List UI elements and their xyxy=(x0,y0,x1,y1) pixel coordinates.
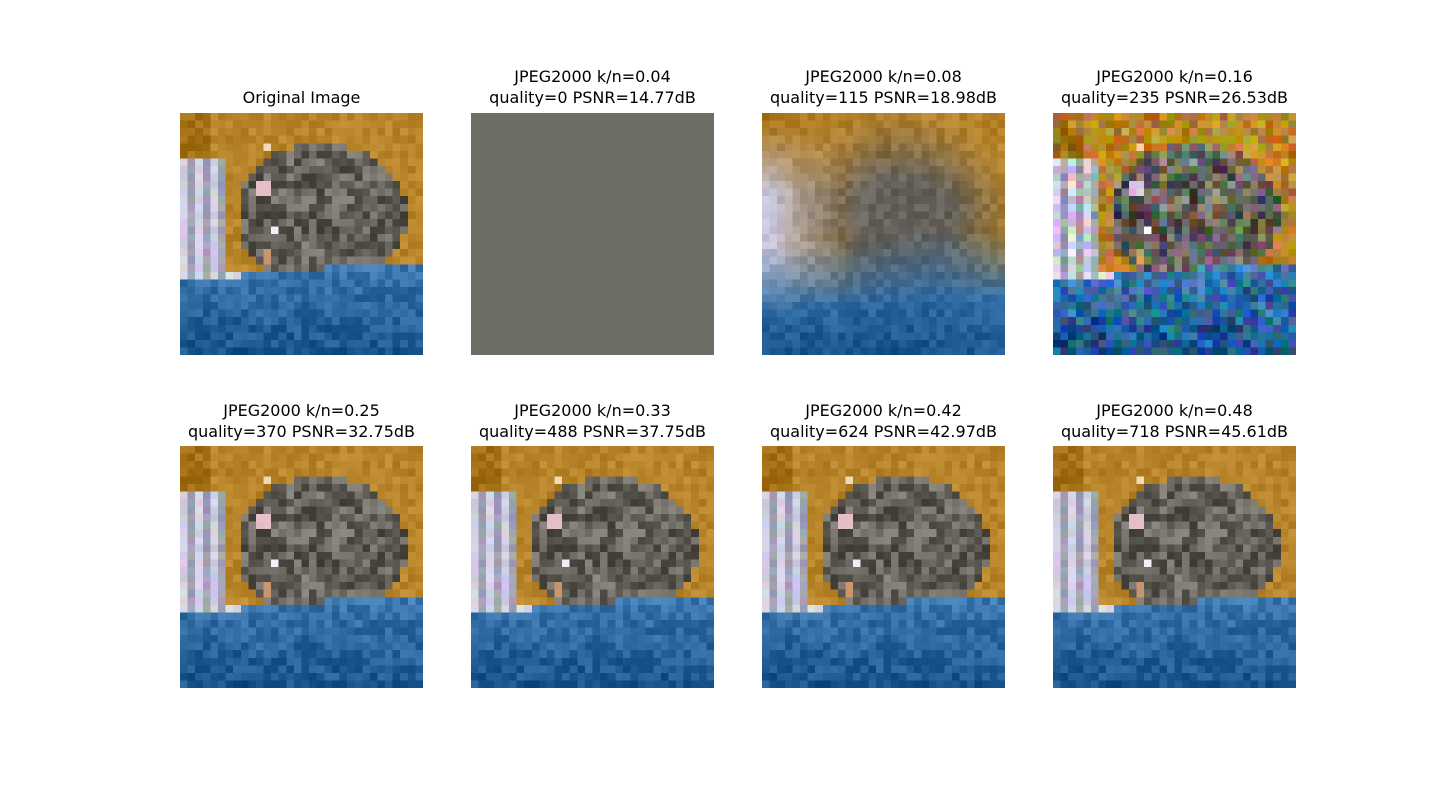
pixel-grid xyxy=(471,446,714,688)
pixel-grid xyxy=(762,113,1005,355)
panel-title: Original Image xyxy=(242,88,361,107)
pixel-grid xyxy=(1053,113,1296,355)
panel-title: JPEG2000 k/n=0.48 quality=718 PSNR=45.61… xyxy=(1061,401,1288,441)
pixel-grid xyxy=(471,113,714,355)
panel-title: JPEG2000 k/n=0.33 quality=488 PSNR=37.75… xyxy=(479,401,706,441)
pixel-grid xyxy=(762,446,1005,688)
compressed-image-flat xyxy=(471,113,714,355)
panel-title: JPEG2000 k/n=0.16 quality=235 PSNR=26.53… xyxy=(1061,67,1288,107)
panel-title: JPEG2000 k/n=0.42 quality=624 PSNR=42.97… xyxy=(770,401,997,441)
pixel-grid xyxy=(1053,446,1296,688)
compressed-image-blurry xyxy=(762,113,1005,355)
pixel-grid xyxy=(180,113,423,355)
compressed-cat-image xyxy=(1053,446,1296,688)
panel-title: JPEG2000 k/n=0.04 quality=0 PSNR=14.77dB xyxy=(489,67,696,107)
compressed-cat-image xyxy=(180,446,423,688)
original-cat-image xyxy=(180,113,423,355)
panel-title: JPEG2000 k/n=0.08 quality=115 PSNR=18.98… xyxy=(770,67,997,107)
compressed-cat-image xyxy=(762,446,1005,688)
compressed-cat-image xyxy=(471,446,714,688)
panel-title: JPEG2000 k/n=0.25 quality=370 PSNR=32.75… xyxy=(188,401,415,441)
compressed-image-noisy xyxy=(1053,113,1296,355)
pixel-grid xyxy=(180,446,423,688)
